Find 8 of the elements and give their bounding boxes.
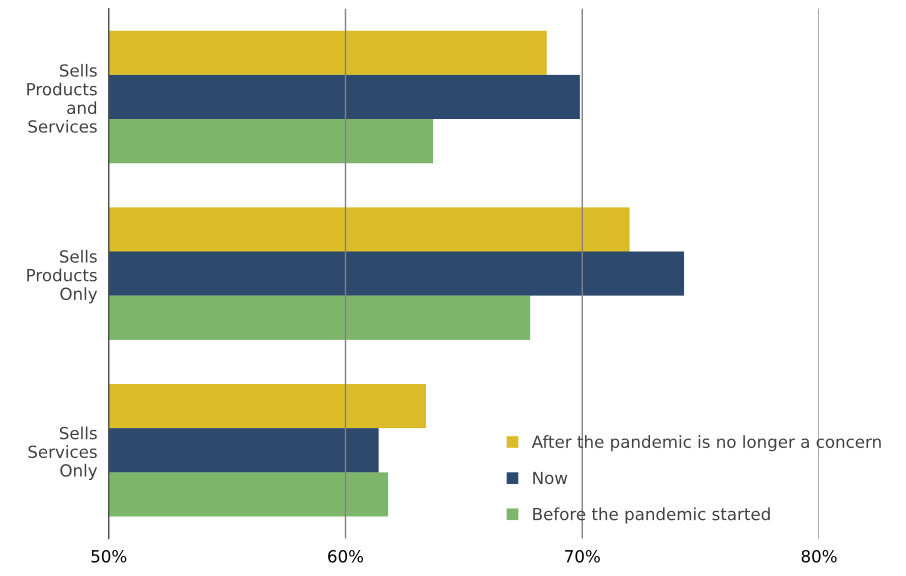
x-tick-label: 80% xyxy=(802,550,837,563)
x-tick-label: 60% xyxy=(328,550,364,563)
y-tick-label: Sells Products Only xyxy=(27,250,98,304)
x-tick-label: 70% xyxy=(565,550,600,563)
y-tick-label: Sells Services Only xyxy=(28,426,98,480)
legend-label: Now xyxy=(533,472,568,484)
y-tick-label: Sells Products and Services xyxy=(27,64,97,133)
x-tick-label: 50% xyxy=(91,550,126,563)
